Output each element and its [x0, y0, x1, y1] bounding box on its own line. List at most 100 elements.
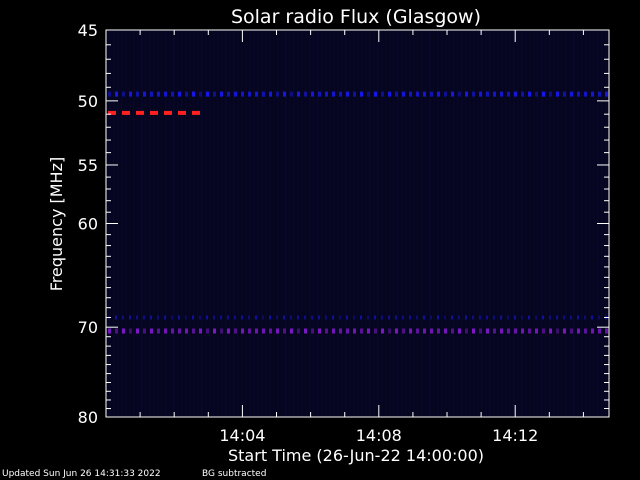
y-tick-label: 80 — [78, 408, 98, 427]
background-texture — [265, 31, 267, 416]
band-segment — [584, 91, 587, 97]
band-segment — [311, 315, 313, 320]
band-segment — [255, 315, 257, 320]
background-texture — [349, 31, 351, 416]
band-segment — [514, 91, 517, 97]
band-segment — [150, 91, 153, 97]
background-texture — [169, 31, 171, 416]
band-segment — [136, 91, 139, 97]
background-texture — [569, 31, 571, 416]
band-segment — [542, 91, 545, 97]
band-segment — [374, 328, 377, 334]
band-segment — [542, 315, 544, 320]
band-segment — [262, 328, 265, 334]
band-segment — [248, 91, 251, 97]
band-segment — [556, 328, 559, 334]
background-texture — [421, 31, 423, 416]
band-segment — [367, 315, 369, 320]
band-segment — [234, 328, 237, 334]
band-segment — [108, 328, 111, 334]
background-texture — [417, 31, 419, 416]
background-texture — [225, 31, 227, 416]
band-segment — [234, 91, 237, 97]
band-segment — [150, 110, 158, 115]
band-segment — [143, 315, 145, 320]
band-segment — [605, 328, 608, 334]
background-texture — [317, 31, 319, 416]
band-segment — [346, 91, 349, 97]
band-segment — [157, 91, 160, 97]
band-segment — [171, 91, 174, 97]
band-segment — [339, 91, 342, 97]
background-texture — [261, 31, 263, 416]
band-segment — [241, 315, 243, 320]
band-segment — [304, 328, 307, 334]
band-segment — [206, 91, 209, 97]
band-segment — [304, 91, 307, 97]
band-segment — [584, 315, 586, 320]
band-segment — [290, 91, 293, 97]
band-segment — [283, 328, 286, 334]
background-texture — [593, 31, 595, 416]
band-segment — [122, 110, 130, 115]
background-texture — [405, 31, 407, 416]
band-segment — [437, 328, 440, 334]
emission-band — [108, 110, 200, 115]
band-segment — [486, 91, 489, 97]
x-tick-label: 14:04 — [219, 426, 265, 445]
band-segment — [360, 315, 362, 320]
band-segment — [241, 328, 244, 334]
background-texture — [181, 31, 183, 416]
background-texture — [453, 31, 455, 416]
band-segment — [388, 91, 391, 97]
y-tick-label: 70 — [78, 318, 98, 337]
band-segment — [542, 328, 545, 334]
band-segment — [325, 328, 328, 334]
band-segment — [192, 110, 200, 115]
background-texture — [549, 31, 551, 416]
background-texture — [489, 31, 491, 416]
y-tick-label: 45 — [78, 21, 98, 40]
band-segment — [297, 328, 300, 334]
background-texture — [137, 31, 139, 416]
band-segment — [409, 91, 412, 97]
background-texture — [333, 31, 335, 416]
band-segment — [332, 91, 335, 97]
background-texture — [237, 31, 239, 416]
band-segment — [514, 315, 516, 320]
band-segment — [591, 91, 594, 97]
band-segment — [115, 315, 117, 320]
band-segment — [332, 315, 334, 320]
background-texture — [369, 31, 371, 416]
background-texture — [365, 31, 367, 416]
background-texture — [165, 31, 167, 416]
band-segment — [339, 328, 342, 334]
background-texture — [565, 31, 567, 416]
background-texture — [589, 31, 591, 416]
background-texture — [465, 31, 467, 416]
band-segment — [185, 328, 188, 334]
band-segment — [395, 328, 398, 334]
background-texture — [153, 31, 155, 416]
band-segment — [206, 328, 209, 334]
band-segment — [185, 315, 187, 320]
band-segment — [234, 315, 236, 320]
background-texture — [269, 31, 271, 416]
background-texture — [281, 31, 283, 416]
band-segment — [598, 328, 601, 334]
band-segment — [423, 328, 426, 334]
band-segment — [493, 91, 496, 97]
background-texture — [253, 31, 255, 416]
band-segment — [325, 315, 327, 320]
band-segment — [556, 315, 558, 320]
background-texture — [545, 31, 547, 416]
background-texture — [241, 31, 243, 416]
background-texture — [493, 31, 495, 416]
band-segment — [430, 315, 432, 320]
background-texture — [321, 31, 323, 416]
band-segment — [178, 110, 186, 115]
band-segment — [262, 91, 265, 97]
band-segment — [535, 91, 538, 97]
band-segment — [192, 91, 195, 97]
